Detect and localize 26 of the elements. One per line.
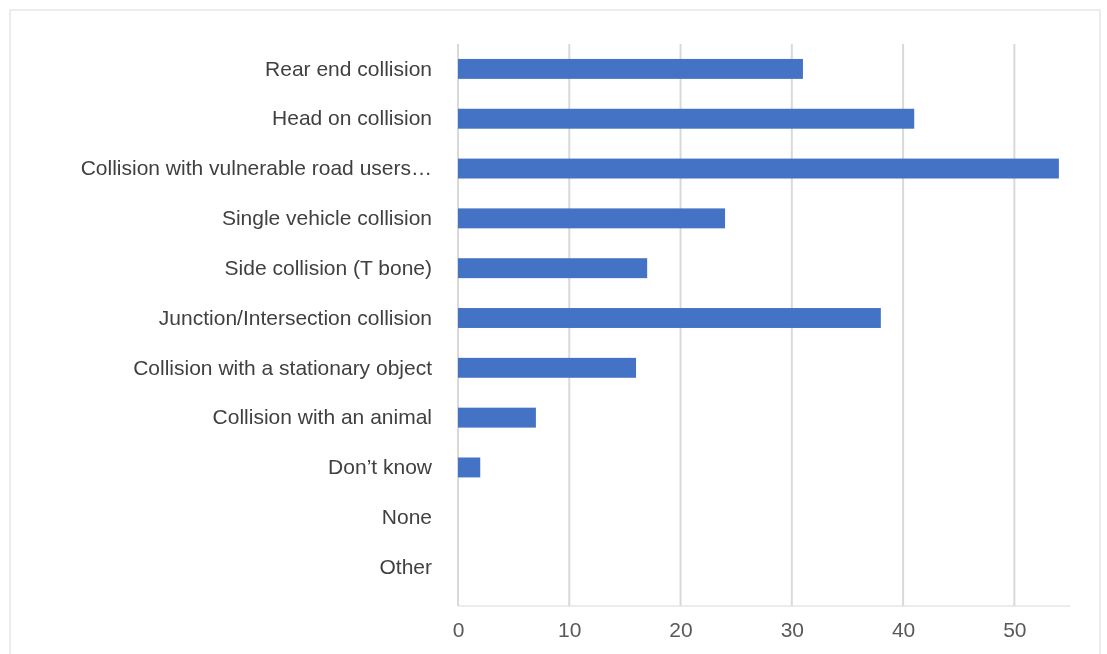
bar [458, 457, 481, 478]
x-tick-label: 20 [669, 617, 693, 641]
y-tick-label: Don’t know [328, 455, 433, 479]
bar [458, 208, 726, 229]
x-tick-label: 30 [780, 617, 804, 641]
y-tick-label: Collision with vulnerable road users… [80, 156, 432, 180]
y-tick-label: Single vehicle collision [221, 206, 432, 230]
bar [458, 58, 803, 79]
bar [458, 308, 881, 328]
x-tick-label: 10 [558, 617, 582, 641]
x-tick-label: 0 [452, 617, 465, 641]
y-tick-label: Collision with an animal [212, 405, 432, 429]
bar [458, 407, 536, 428]
y-tick-label: Junction/Intersection collision [158, 305, 432, 329]
bar [458, 108, 915, 129]
bar [458, 258, 648, 279]
x-tick-label: 50 [1003, 617, 1027, 641]
y-tick-label: Collision with a stationary object [133, 355, 433, 379]
y-tick-label: None [381, 504, 432, 528]
y-tick-label: Side collision (T bone) [224, 255, 432, 279]
y-tick-label: Other [379, 554, 432, 578]
bar [458, 357, 637, 378]
x-tick-label: 40 [891, 617, 916, 641]
y-tick-label: Head on collision [272, 106, 432, 130]
bar [458, 158, 1059, 179]
y-tick-label: Rear end collision [265, 56, 432, 80]
